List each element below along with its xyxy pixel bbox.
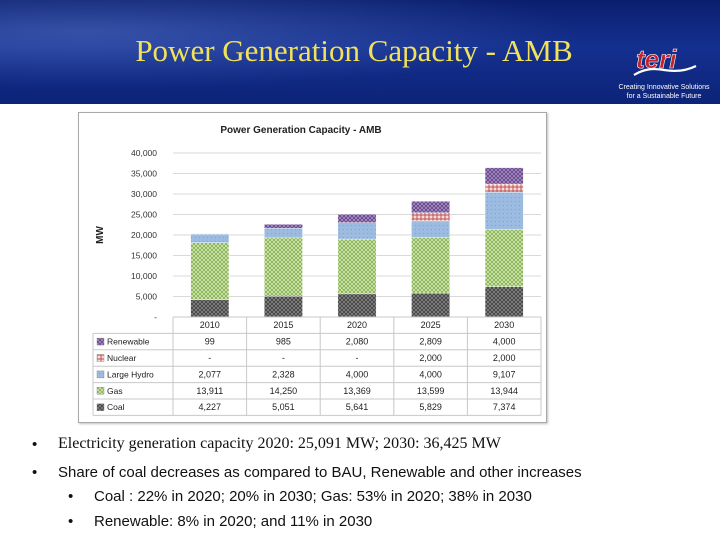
data-label: 4,000 bbox=[493, 337, 516, 347]
data-label: - bbox=[356, 353, 359, 363]
bar-segment-renewable-2020 bbox=[337, 213, 377, 223]
y-tick-label: - bbox=[154, 312, 157, 322]
legend-entry: Gas bbox=[107, 386, 123, 396]
bar-segment-renewable-2015 bbox=[264, 224, 303, 229]
y-tick-labels: 40,000 35,000 30,000 25,000 20,000 15,000 10,0… bbox=[131, 148, 157, 322]
bar-segment-gas-2025 bbox=[411, 237, 450, 294]
y-tick-label: 40,000 bbox=[131, 148, 157, 158]
legend-entry: Large Hydro bbox=[107, 369, 154, 379]
x-tick-label: 2010 bbox=[200, 320, 220, 330]
data-label: 13,599 bbox=[417, 386, 445, 396]
bullet-2: Share of coal decreases as compared to B… bbox=[58, 464, 582, 481]
bar-segment-coal-2030 bbox=[484, 286, 524, 318]
data-label: 985 bbox=[276, 337, 291, 347]
data-label: 4,000 bbox=[419, 369, 442, 379]
slide-header: Power Generation Capacity - AMB teri Cre… bbox=[0, 0, 720, 104]
legend-swatch-renewable bbox=[96, 337, 105, 346]
data-label: 2,809 bbox=[419, 337, 442, 347]
bar-segment-large-hydro-2015 bbox=[264, 228, 303, 239]
x-tick-label: 2015 bbox=[273, 320, 293, 330]
x-tick-label: 2030 bbox=[494, 320, 514, 330]
teri-logo: teri bbox=[633, 44, 697, 76]
y-axis-label: MW bbox=[95, 226, 106, 244]
bar-segment-renewable-2030 bbox=[484, 167, 524, 185]
tagline-line2: for a Sustainable Future bbox=[626, 93, 702, 100]
data-label: 2,077 bbox=[199, 369, 222, 379]
legend-swatch-large-hydro bbox=[96, 370, 105, 379]
bar-segment-large-hydro-2030 bbox=[484, 192, 524, 230]
data-label: - bbox=[282, 353, 285, 363]
bullet-4: Renewable: 8% in 2020; and 11% in 2030 bbox=[94, 513, 373, 530]
chart-frame: Power Generation Capacity - AMB MW 40,00… bbox=[78, 112, 547, 423]
bar-segment-gas-2010 bbox=[190, 242, 230, 300]
capacity-chart: Power Generation Capacity - AMB MW 40,00… bbox=[92, 125, 542, 416]
slide-title: Power Generation Capacity - AMB bbox=[135, 33, 573, 68]
data-label: 4,227 bbox=[199, 402, 222, 412]
x-tick-label: 2025 bbox=[421, 320, 441, 330]
legend-swatch-coal bbox=[96, 403, 105, 411]
tagline-line1: Creating Innovative Solutions bbox=[618, 84, 710, 91]
logo-text: teri bbox=[636, 44, 677, 74]
legend-entry: Nuclear bbox=[107, 353, 136, 363]
data-label: 13,369 bbox=[343, 386, 371, 396]
bar-segment-nuclear-2025 bbox=[411, 212, 450, 222]
data-label: 5,051 bbox=[272, 402, 295, 412]
legend-swatch-nuclear bbox=[96, 354, 105, 362]
data-table: 2010 2015 2020 2025 2030 Renewable 99 985 2,080 2… bbox=[92, 316, 542, 416]
y-tick-label: 5,000 bbox=[136, 292, 158, 302]
y-tick-label: 35,000 bbox=[131, 169, 157, 179]
bullet-dot-3: • bbox=[68, 488, 74, 505]
bullet-1: Electricity generation capacity 2020: 25… bbox=[58, 435, 501, 452]
bar-segment-large-hydro-2020 bbox=[337, 222, 377, 240]
chart-title: Power Generation Capacity - AMB bbox=[220, 125, 381, 136]
bullet-dot-1: • bbox=[32, 436, 38, 453]
data-label: 2,000 bbox=[493, 353, 516, 363]
y-tick-label: 25,000 bbox=[131, 210, 157, 220]
bar-segment-gas-2020 bbox=[337, 238, 377, 295]
bullet-dot-2: • bbox=[32, 464, 38, 481]
bar-segment-gas-2030 bbox=[484, 229, 524, 287]
data-label: 2,080 bbox=[346, 337, 369, 347]
y-tick-label: 10,000 bbox=[131, 271, 157, 281]
y-tick-label: 30,000 bbox=[131, 189, 157, 199]
bar-segment-coal-2025 bbox=[411, 292, 450, 318]
x-tick-label: 2020 bbox=[347, 320, 367, 330]
bullet-3: Coal : 22% in 2020; 20% in 2030; Gas: 53… bbox=[94, 488, 532, 505]
bar-segment-large-hydro-2025 bbox=[411, 220, 450, 238]
data-label: - bbox=[208, 353, 211, 363]
bar-segment-nuclear-2030 bbox=[484, 183, 524, 193]
data-label: 7,374 bbox=[493, 402, 516, 412]
data-label: 2,000 bbox=[419, 353, 442, 363]
legend-entry: Coal bbox=[107, 402, 125, 412]
bullet-dot-4: • bbox=[68, 513, 74, 530]
bar-segment-renewable-2025 bbox=[411, 201, 450, 213]
bar-segment-large-hydro-2010 bbox=[190, 233, 230, 243]
bar-segment-coal-2015 bbox=[264, 296, 303, 318]
bar-segment-renewable-2010 bbox=[190, 233, 230, 235]
y-tick-label: 20,000 bbox=[131, 230, 157, 240]
header-glow bbox=[0, 0, 720, 104]
bar-segment-coal-2010 bbox=[190, 299, 230, 318]
y-tick-label: 15,000 bbox=[131, 251, 157, 261]
legend-entry: Renewable bbox=[107, 337, 150, 347]
data-label: 14,250 bbox=[270, 386, 298, 396]
data-label: 13,944 bbox=[490, 386, 518, 396]
bar-segment-coal-2020 bbox=[337, 293, 377, 318]
bar-segment-gas-2015 bbox=[264, 237, 303, 297]
data-label: 5,829 bbox=[419, 402, 442, 412]
data-label: 13,911 bbox=[196, 386, 223, 396]
data-label: 4,000 bbox=[346, 369, 369, 379]
legend-swatch-gas bbox=[96, 387, 105, 395]
data-label: 99 bbox=[205, 337, 215, 347]
logo-swoosh-icon bbox=[633, 65, 697, 76]
data-label: 9,107 bbox=[493, 369, 516, 379]
data-label: 2,328 bbox=[272, 369, 295, 379]
data-label: 5,641 bbox=[346, 402, 369, 412]
bars bbox=[190, 167, 524, 318]
